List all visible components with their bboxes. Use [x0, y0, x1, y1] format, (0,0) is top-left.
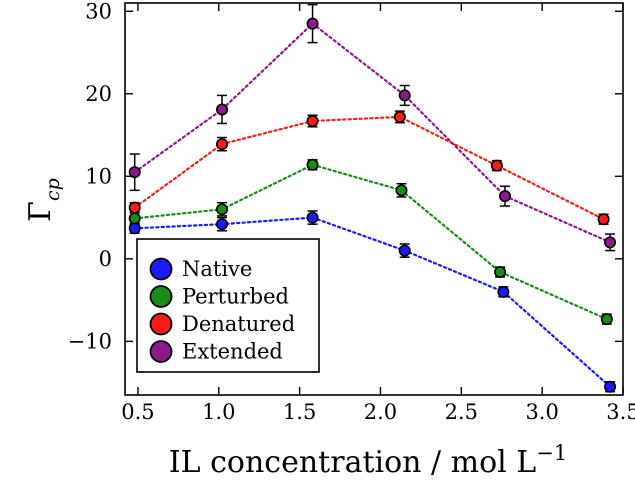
legend-label-extended: Extended: [182, 340, 283, 364]
legend-entry-native: Native: [149, 257, 252, 281]
x-tick-label: 1.0: [202, 400, 235, 424]
legend-entries: Native Perturbed Denatured Extended: [149, 257, 295, 364]
data-point-perturbed-3: [395, 184, 408, 197]
data-points: [128, 17, 617, 393]
data-point-extended-4: [498, 190, 511, 203]
data-point-perturbed-4: [494, 266, 507, 279]
data-point-native-3: [398, 244, 411, 257]
y-tick-label: 30: [85, 0, 112, 23]
x-tick-label: 3.5: [606, 400, 635, 424]
data-point-native-0: [128, 222, 141, 235]
y-axis-label-subscript: cp: [42, 178, 64, 201]
data-point-denatured-3: [393, 110, 406, 123]
legend-label-denatured: Denatured: [182, 312, 295, 336]
x-tick-label: 0.5: [121, 400, 154, 424]
x-tick-label: 2.5: [445, 400, 478, 424]
y-tick-label: 20: [85, 82, 112, 106]
x-axis-label-main: IL concentration / mol L: [169, 445, 537, 480]
data-point-denatured-5: [597, 213, 610, 226]
y-axis-ticks: −10 0 10 20 30: [68, 0, 623, 353]
y-tick-label: 10: [85, 164, 112, 188]
x-tick-label: 2.0: [364, 400, 397, 424]
legend-entry-extended: Extended: [149, 340, 283, 364]
data-point-extended-0: [128, 166, 141, 179]
data-point-native-2: [306, 211, 319, 224]
data-point-perturbed-1: [216, 203, 229, 216]
x-axis-label: IL concentration / mol L−1: [169, 441, 567, 480]
data-point-perturbed-5: [600, 313, 613, 326]
series-line-native: [133, 216, 612, 388]
legend-marker-extended: [149, 340, 173, 363]
data-point-denatured-2: [306, 115, 319, 128]
legend-marker-perturbed: [149, 285, 173, 308]
data-point-denatured-0: [128, 201, 141, 214]
data-point-perturbed-2: [306, 158, 319, 171]
legend-entry-denatured: Denatured: [149, 312, 295, 336]
legend-entry-perturbed: Perturbed: [149, 285, 289, 309]
series-line-extended: [133, 22, 612, 244]
series-lines: [133, 22, 612, 388]
series-line-perturbed: [133, 163, 608, 321]
data-point-denatured-4: [490, 159, 503, 172]
data-point-native-1: [216, 218, 229, 231]
x-axis-ticks: 0.5 1.0 1.5 2.0 2.5 3.0 3.5: [121, 3, 635, 424]
legend-marker-denatured: [149, 312, 173, 336]
legend: Native Perturbed Denatured Extended: [136, 238, 320, 373]
legend-label-perturbed: Perturbed: [182, 285, 289, 309]
legend-label-native: Native: [182, 257, 252, 281]
data-point-extended-5: [604, 236, 617, 249]
y-tick-label: 0: [99, 247, 112, 271]
y-axis-label-main: Γ: [23, 201, 58, 222]
legend-marker-native: [149, 257, 173, 281]
data-point-native-5: [604, 380, 617, 393]
data-point-perturbed-0: [128, 212, 141, 225]
data-point-extended-1: [216, 103, 229, 116]
y-axis-label: Γcp: [23, 178, 64, 222]
data-point-extended-2: [306, 17, 319, 30]
plot-frame: [124, 2, 624, 396]
data-point-extended-3: [398, 89, 411, 102]
x-axis-label-exponent: −1: [536, 441, 567, 465]
x-tick-label: 3.0: [525, 400, 558, 424]
y-tick-label: −10: [68, 329, 112, 353]
series-line-denatured: [133, 115, 605, 221]
data-point-native-4: [497, 285, 510, 298]
data-point-denatured-1: [216, 138, 229, 151]
x-tick-label: 1.5: [283, 400, 316, 424]
